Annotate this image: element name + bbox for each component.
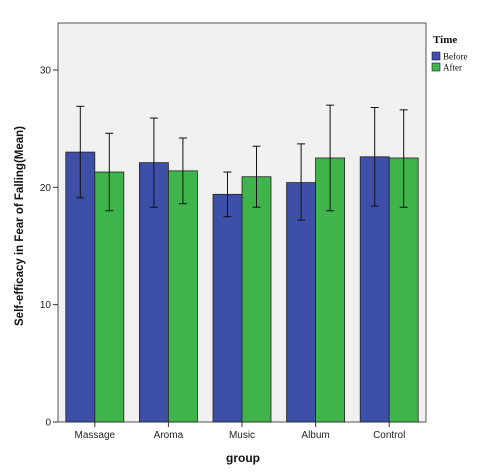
bar-before	[212, 193, 243, 423]
x-tick-label: Album	[301, 430, 329, 441]
y-tick-label: 10	[40, 300, 52, 311]
bar-after	[167, 170, 198, 423]
y-axis: 0 10 20 30	[40, 65, 58, 429]
error-bars-group	[76, 104, 408, 221]
y-axis-title: Self-efficacy in Fear of Falling(Mean)	[14, 126, 26, 326]
legend-label-before: Before	[443, 52, 468, 62]
bar-after	[94, 171, 125, 423]
y-tick-label: 30	[40, 65, 52, 76]
bar-after	[241, 176, 272, 423]
y-tick-label: 20	[40, 183, 52, 194]
x-tick-label: Music	[229, 430, 255, 441]
legend-title: Time	[433, 34, 457, 46]
x-tick-label: Massage	[75, 430, 116, 441]
x-axis-title: group	[226, 451, 260, 465]
x-tick-label: Control	[373, 430, 405, 441]
legend-label-after: After	[443, 63, 462, 73]
x-tick-label: Aroma	[154, 430, 184, 441]
bar-before	[286, 182, 317, 423]
legend-swatch-before	[431, 51, 441, 61]
legend-swatch-after	[431, 62, 441, 72]
bars-group	[65, 151, 419, 423]
x-axis: Massage Aroma Music Album Control	[75, 422, 405, 441]
y-tick-label: 0	[45, 418, 51, 429]
